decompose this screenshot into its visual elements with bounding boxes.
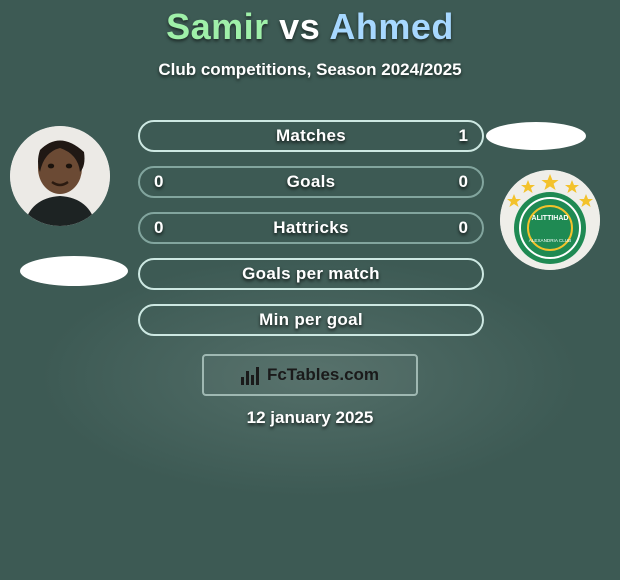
svg-text:ALEXANDRIA CLUB: ALEXANDRIA CLUB [529,238,571,243]
row-hattricks-right: 0 [459,218,468,238]
subtitle: Club competitions, Season 2024/2025 [0,60,620,80]
bar-chart-icon [241,365,261,385]
player1-avatar [10,126,110,226]
title-player2: Ahmed [329,6,454,47]
row-matches-label: Matches [276,126,346,146]
row-gpm: Goals per match [138,258,484,290]
row-mpg-label: Min per goal [259,310,363,330]
club-badge-icon: ALITTIHAD ALEXANDRIA CLUB [500,170,600,270]
row-goals-label: Goals [287,172,336,192]
row-goals: 0 Goals 0 [138,166,484,198]
row-hattricks-label: Hattricks [273,218,348,238]
branding-box: FcTables.com [202,354,418,396]
row-goals-left: 0 [154,172,163,192]
player2-badge: ALITTIHAD ALEXANDRIA CLUB [500,170,600,270]
row-matches-right: 1 [459,126,468,146]
row-gpm-label: Goals per match [242,264,380,284]
title-vs: vs [279,6,320,47]
player1-photo-icon [10,126,110,226]
row-hattricks: 0 Hattricks 0 [138,212,484,244]
date-text: 12 january 2025 [0,408,620,428]
player2-flag [486,122,586,150]
row-mpg: Min per goal [138,304,484,336]
row-goals-right: 0 [459,172,468,192]
row-matches: Matches 1 [138,120,484,152]
player1-flag [20,256,128,286]
branding-text: FcTables.com [267,365,379,385]
title-player1: Samir [166,6,269,47]
row-hattricks-left: 0 [154,218,163,238]
svg-text:ALITTIHAD: ALITTIHAD [532,215,569,222]
stats-rows: Matches 1 0 Goals 0 0 Hattricks 0 Goals … [138,120,484,350]
page-title: Samir vs Ahmed [0,6,620,48]
